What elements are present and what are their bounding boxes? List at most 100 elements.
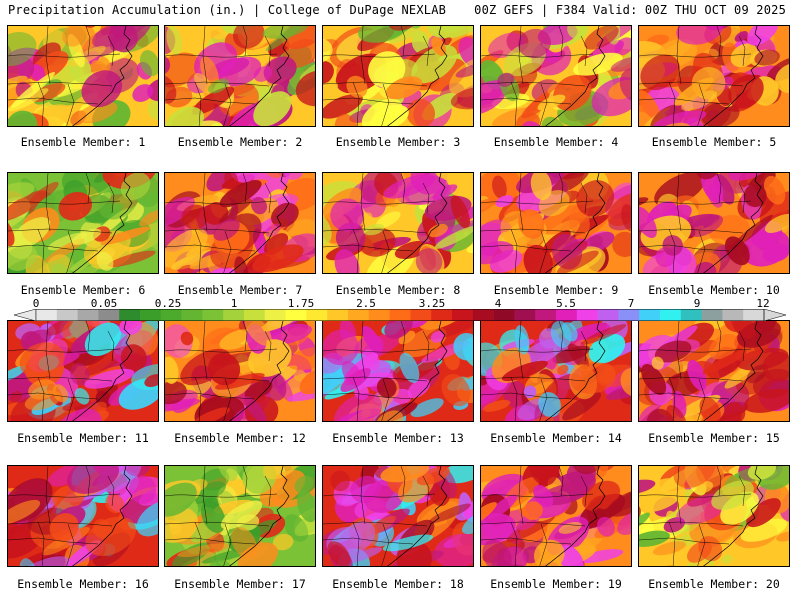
colorbar-segment <box>389 309 411 321</box>
colorbar-tick-label: 9 <box>693 297 701 310</box>
state-border <box>738 330 746 362</box>
precip-blob <box>330 470 350 492</box>
state-border <box>8 493 121 498</box>
ensemble-member-map <box>322 465 474 567</box>
state-border <box>202 466 208 525</box>
state-border <box>165 521 270 527</box>
state-border <box>165 53 278 58</box>
precip-blob <box>427 26 473 39</box>
coastline <box>703 466 764 566</box>
state-border <box>66 378 75 421</box>
precip-blob <box>259 469 306 508</box>
precip-blob <box>673 77 714 106</box>
precip-blob <box>497 72 515 87</box>
colorbar-tick-label: 0 <box>32 297 40 310</box>
precip-field-map <box>481 321 631 421</box>
precip-blob <box>84 322 121 357</box>
colorbar-segment <box>327 309 349 321</box>
state-border <box>539 378 548 421</box>
state-border <box>422 475 430 507</box>
state-border <box>202 173 208 232</box>
precip-field-map <box>165 466 315 566</box>
state-border <box>107 35 115 67</box>
precip-blob <box>607 488 631 517</box>
precip-blob <box>323 60 334 87</box>
state-border <box>8 97 99 105</box>
precip-blob <box>458 37 473 69</box>
ensemble-member-label: Ensemble Member: 14 <box>490 431 622 445</box>
state-border <box>323 376 428 382</box>
precip-blob <box>220 500 263 530</box>
precip-blob <box>652 541 687 556</box>
precip-blob <box>139 210 158 227</box>
precip-blob <box>639 512 650 530</box>
state-border <box>45 466 51 525</box>
precip-blob <box>71 228 102 245</box>
precip-blob <box>453 333 473 361</box>
state-border <box>580 330 588 362</box>
precip-blob <box>571 466 604 475</box>
state-border <box>481 53 594 58</box>
ensemble-member-map <box>164 25 316 127</box>
precip-blob <box>234 256 250 273</box>
ensemble-member-label: Ensemble Member: 11 <box>17 431 149 445</box>
colorbar-tick-label: 4 <box>494 297 502 310</box>
precip-blob <box>455 63 473 78</box>
state-border <box>481 200 594 205</box>
precip-blob <box>530 173 552 201</box>
colorbar-segment <box>576 309 598 321</box>
precip-blob <box>584 26 619 50</box>
precip-blob <box>561 322 578 342</box>
state-border <box>518 321 524 380</box>
precip-blob <box>557 364 569 375</box>
precip-blob <box>165 196 195 228</box>
precip-blob <box>720 554 733 564</box>
coastline <box>387 26 448 126</box>
precip-blob <box>218 466 238 482</box>
colorbar-tick-label: 0.05 <box>90 297 118 310</box>
precip-blob <box>466 241 473 253</box>
precip-blob <box>651 356 664 370</box>
precip-blob <box>81 70 123 108</box>
state-border <box>323 53 436 58</box>
precip-blob <box>181 204 209 230</box>
ensemble-member-map <box>638 465 790 567</box>
precip-blob <box>323 329 359 366</box>
colorbar-segment <box>618 309 640 321</box>
state-border <box>323 228 428 234</box>
precip-blob <box>193 72 213 94</box>
precip-blob <box>358 26 408 43</box>
coastline <box>545 321 606 421</box>
state-border <box>639 493 752 498</box>
colorbar-segment <box>410 309 432 321</box>
state-border <box>558 466 564 497</box>
precip-blob <box>481 502 497 532</box>
precip-field-map <box>323 26 473 126</box>
precip-blob <box>84 368 135 389</box>
colorbar-max-arrow <box>763 309 786 321</box>
precip-blob <box>68 265 100 273</box>
state-border <box>481 392 572 400</box>
state-border <box>352 228 360 273</box>
precip-blob <box>701 101 740 126</box>
precip-blob <box>42 526 90 556</box>
precip-field-map <box>323 321 473 421</box>
precip-blob <box>120 173 151 200</box>
precip-blob <box>224 173 239 191</box>
precip-blob <box>29 181 59 205</box>
precip-blob <box>165 482 197 517</box>
ensemble-member-label: Ensemble Member: 16 <box>17 577 149 591</box>
state-border <box>37 376 45 421</box>
colorbar-segment <box>264 309 286 321</box>
precip-blob <box>180 331 194 346</box>
state-border <box>264 330 272 362</box>
state-border <box>481 244 572 252</box>
state-border <box>716 26 722 57</box>
state-border <box>194 376 202 421</box>
state-border <box>165 348 278 353</box>
precip-blob <box>762 243 789 263</box>
precip-field-map <box>481 466 631 566</box>
precip-blob <box>8 217 15 247</box>
state-border <box>202 321 208 380</box>
state-border <box>422 330 430 362</box>
